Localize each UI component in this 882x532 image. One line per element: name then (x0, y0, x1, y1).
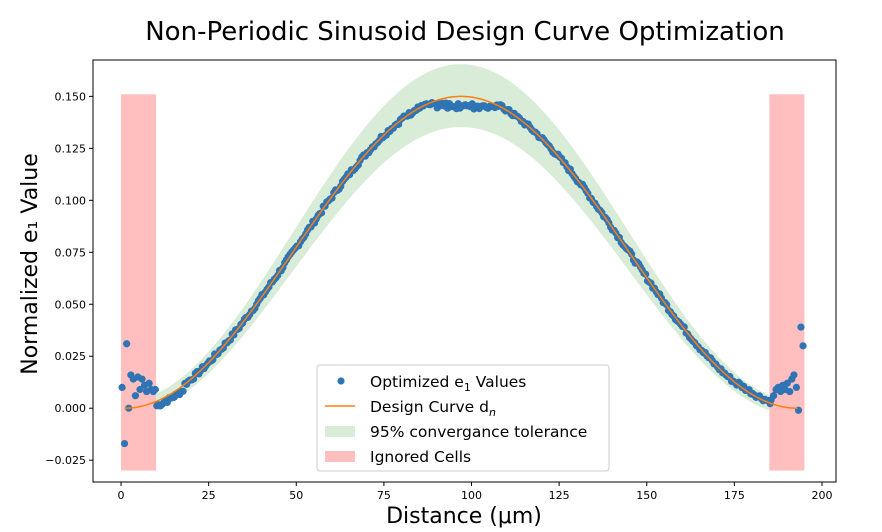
data-point (209, 356, 217, 364)
data-point (189, 375, 198, 383)
y-tick-label: 0.050 (55, 298, 87, 311)
data-point (226, 336, 234, 344)
y-tick-label: 0.150 (55, 90, 87, 103)
legend-points-marker (337, 377, 345, 385)
data-point (770, 392, 778, 400)
x-tick-label: 25 (202, 489, 216, 502)
x-tick-label: 125 (549, 489, 570, 502)
legend-curve-label: Design Curve dn (370, 398, 496, 419)
x-tick-label: 75 (377, 489, 391, 502)
legend-tolerance-label: 95% convergance tolerance (370, 423, 587, 441)
x-tick-label: 150 (636, 489, 657, 502)
legend-box (316, 364, 610, 472)
data-point (799, 342, 807, 350)
ignored-cells-region-1 (121, 94, 157, 471)
data-point (179, 387, 187, 395)
ignored-cells-region-2 (769, 94, 805, 471)
plot-frame (92, 59, 837, 483)
y-tick-label: 0.000 (55, 402, 87, 415)
y-tick-label: 0.075 (55, 246, 87, 259)
data-point (790, 371, 798, 379)
data-point (131, 392, 140, 400)
data-point (145, 379, 153, 387)
y-tick-label: 0.025 (55, 350, 87, 363)
data-point (783, 379, 791, 387)
y-tick-label: 0.125 (55, 142, 87, 155)
x-tick-label: 100 (461, 489, 482, 502)
data-point (797, 323, 805, 331)
axes: 0 25 50 75 100 125 150 175 200 −0.025 0.000 0.025 0.… (45, 59, 837, 502)
y-tick-label: −0.025 (45, 454, 86, 467)
data-point (680, 323, 688, 331)
data-point (136, 385, 144, 394)
design-curve (124, 95, 798, 409)
x-axis-label: Distance (μm) (386, 504, 542, 529)
x-tick-label: 175 (724, 489, 745, 502)
legend-ignored-label: Ignored Cells (370, 448, 471, 466)
data-point (786, 387, 794, 396)
plot-area (118, 64, 807, 471)
data-point (151, 385, 159, 394)
data-point (123, 340, 131, 348)
legend-tolerance-swatch (325, 426, 355, 437)
legend-ignored-swatch (325, 451, 355, 462)
data-point (120, 439, 129, 448)
x-tick-label: 50 (289, 489, 303, 502)
data-point (138, 375, 146, 383)
x-tick-label: 0 (118, 489, 125, 502)
data-point (118, 383, 126, 392)
y-axis-label: Normalized e₁ Value (18, 153, 43, 375)
chart-title: Non-Periodic Sinusoid Design Curve Optim… (145, 17, 785, 47)
legend-points-label: Optimized e1 Values (370, 373, 526, 394)
y-tick-label: 0.100 (55, 194, 87, 207)
data-point (792, 383, 801, 392)
x-tick-label: 200 (811, 489, 832, 502)
legend: Optimized e1 Values Design Curve dn 95% … (316, 364, 610, 472)
